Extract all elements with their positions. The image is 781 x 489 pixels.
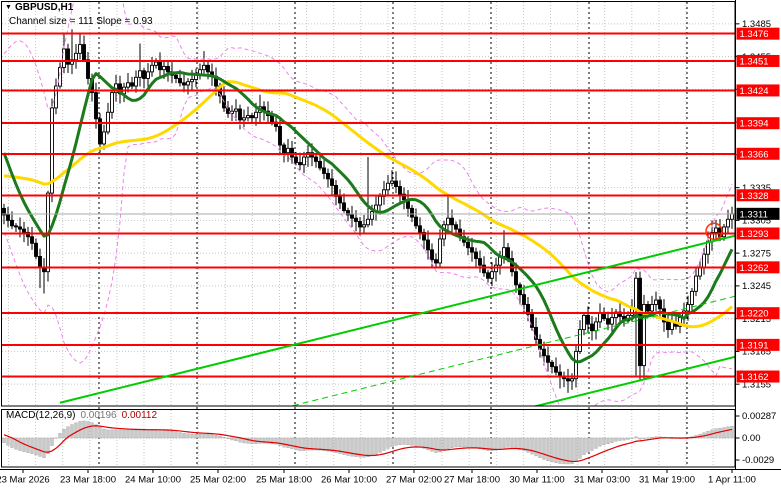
time-axis-label: 31 Mar 19:00 — [639, 475, 695, 486]
level-price-tag-text: 1.3394 — [740, 119, 769, 130]
level-price-tag — [736, 261, 780, 274]
price-tick-label: 1.3275 — [742, 248, 771, 259]
time-axis-label: 1 Apr 11:00 — [708, 475, 756, 486]
macd-axis-label: 0.00 — [742, 433, 761, 444]
bollinger-bands — [3, 2, 733, 406]
current-price-tag — [736, 207, 780, 220]
level-price-tag — [736, 84, 780, 97]
time-axis-label: 31 Mar 03:00 — [574, 475, 630, 486]
time-axis-label: 23 Mar 18:00 — [60, 475, 116, 486]
level-price-tag-text: 1.3162 — [740, 372, 769, 383]
macd-axis-label: 0.00287 — [742, 411, 776, 422]
level-price-tag — [736, 370, 780, 383]
price-tick-label: 1.3305 — [742, 216, 771, 227]
time-axis-label: 26 Mar 10:00 — [321, 475, 377, 486]
price-axis[interactable]: 1.34851.34551.34251.33951.33651.33351.33… — [735, 19, 780, 390]
level-price-tag-text: 1.3451 — [740, 56, 769, 67]
time-axis-label: 27 Mar 18:00 — [444, 475, 500, 486]
level-price-tag-text: 1.3220 — [740, 309, 769, 320]
level-price-tag — [736, 307, 780, 320]
support-resistance-levels — [2, 32, 735, 378]
level-price-tag — [736, 189, 780, 202]
level-price-tag — [736, 338, 780, 351]
level-price-tag — [736, 27, 780, 40]
time-axis-label: 30 Mar 11:00 — [509, 475, 564, 486]
ma-fast-line — [2, 71, 734, 364]
price-tick-label: 1.3185 — [742, 347, 771, 358]
level-price-tag — [736, 54, 780, 67]
level-price-tag — [736, 117, 780, 130]
candlestick-series — [2, 29, 734, 393]
price-tick-label: 1.3215 — [742, 314, 771, 325]
ma-slow-line — [3, 80, 733, 329]
panel-borders — [0, 0, 781, 470]
time-axis-label: 25 Mar 02:00 — [190, 475, 246, 486]
current-price-tag-text: 1.3311 — [740, 209, 768, 220]
trend-channel — [59, 234, 735, 406]
time-axis-label: 24 Mar 10:00 — [125, 475, 181, 486]
level-price-tag-text: 1.3191 — [740, 340, 769, 351]
time-axis[interactable]: 23 Mar 2026 23 Mar 18:00 24 Mar 10:00 25 Ma… — [0, 470, 756, 486]
price-tick-label: 1.3245 — [742, 281, 771, 292]
breakout-circle-annotation — [705, 222, 723, 241]
time-axis-label: 23 Mar 2026 — [0, 475, 50, 486]
level-price-tag-text: 1.3424 — [740, 86, 769, 97]
macd-signal-line — [3, 425, 733, 463]
level-price-tag-text: 1.3293 — [740, 229, 769, 240]
level-price-tag — [736, 147, 780, 160]
time-axis-label: 27 Mar 02:00 — [386, 475, 442, 486]
price-tick-label: 1.3155 — [742, 379, 771, 390]
macd-axis-label: -0.0029 — [742, 455, 774, 466]
level-price-tag — [736, 227, 780, 240]
price-tick-label: 1.3335 — [742, 183, 771, 194]
level-price-tag-text: 1.3476 — [740, 29, 769, 40]
level-price-tag-text: 1.3328 — [740, 191, 769, 202]
time-axis-label: 25 Mar 18:00 — [256, 475, 312, 486]
price-tick-label: 1.3485 — [742, 19, 771, 30]
macd-axis[interactable]: 0.00287 0.00 -0.0029 — [735, 411, 777, 466]
level-price-tag-text: 1.3366 — [740, 149, 769, 160]
level-price-tag-text: 1.3262 — [740, 263, 769, 274]
